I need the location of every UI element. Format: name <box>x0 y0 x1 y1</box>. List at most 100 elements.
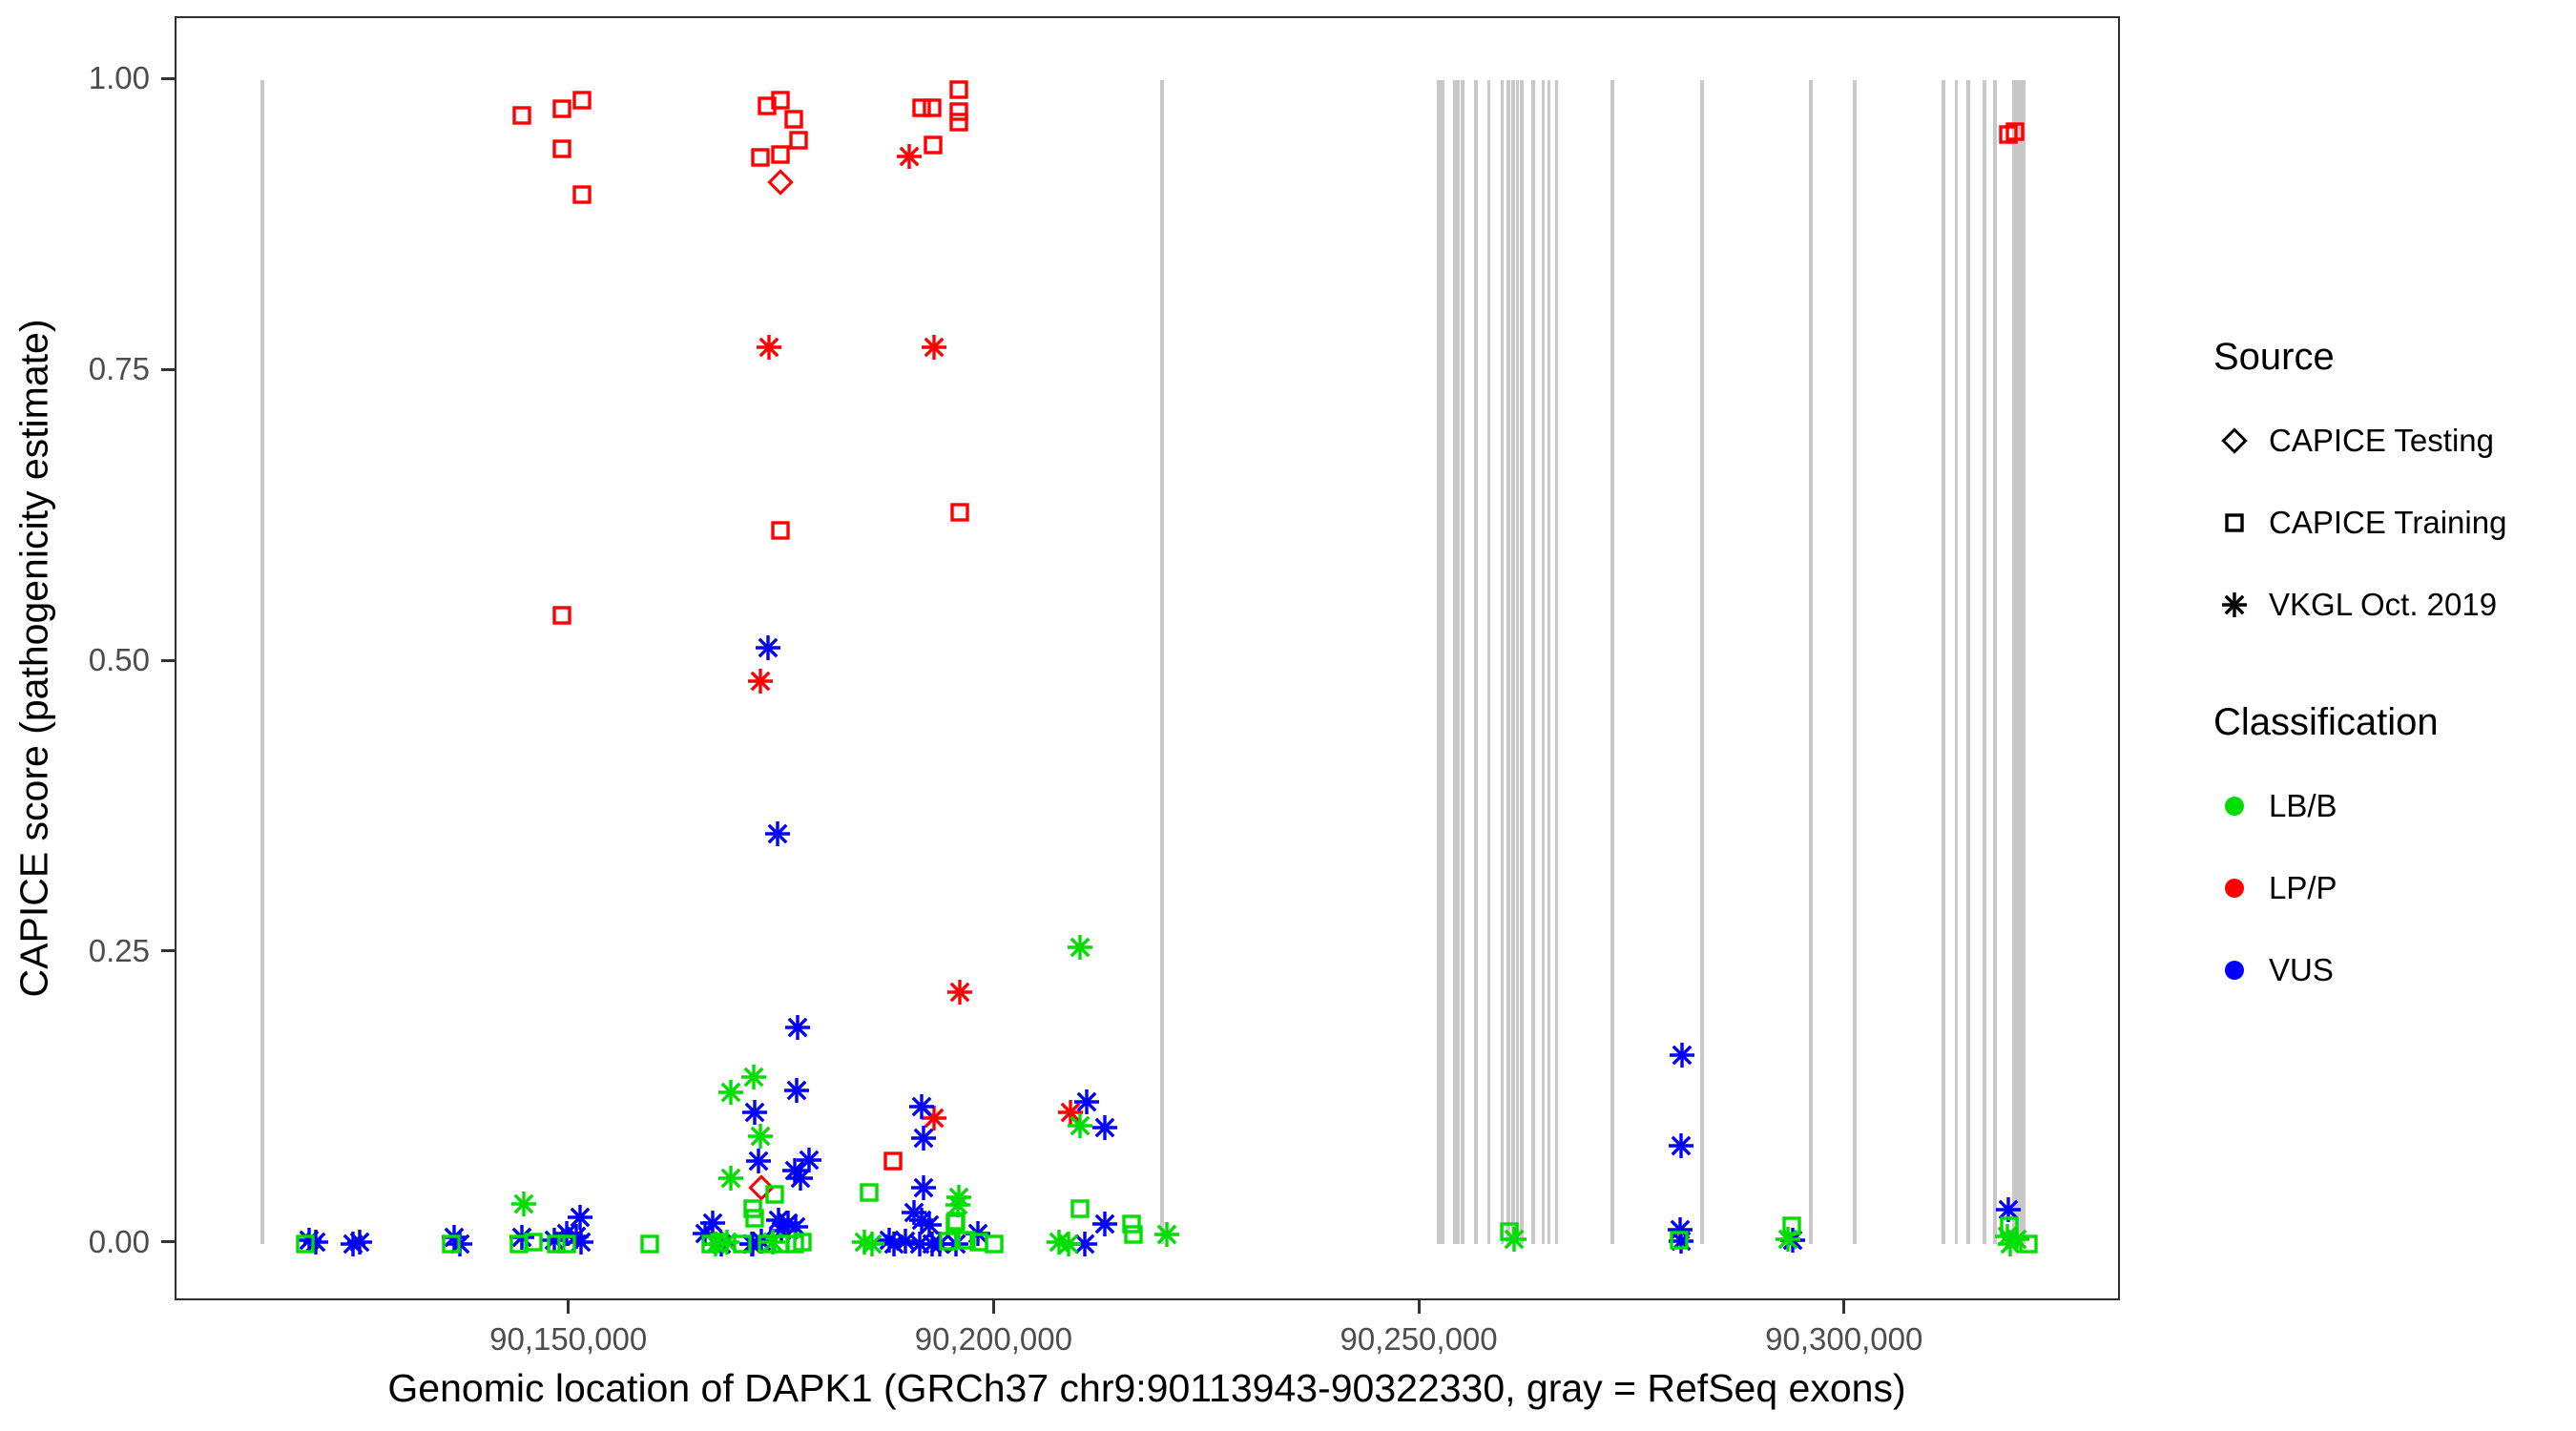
red-dot-icon <box>2213 869 2255 907</box>
data-point <box>748 668 774 694</box>
diamond-icon <box>2213 422 2255 460</box>
data-point <box>733 1234 752 1254</box>
data-point <box>541 1227 567 1253</box>
data-point <box>748 1124 774 1150</box>
x-tick-mark <box>1417 1300 1421 1314</box>
data-point <box>718 1080 744 1106</box>
classification-legend-title: Classification <box>2213 701 2439 743</box>
y-tick-label: 0.00 <box>88 1223 150 1259</box>
data-point <box>1154 1221 1180 1247</box>
data-point <box>1782 1216 1801 1235</box>
data-point <box>860 1231 885 1256</box>
data-point <box>1057 1099 1083 1125</box>
legend-item-label: CAPICE Testing <box>2269 423 2494 458</box>
exon-line <box>1511 80 1515 1244</box>
data-point <box>985 1234 1005 1254</box>
data-point <box>901 1199 926 1225</box>
data-point <box>768 1218 794 1244</box>
y-tick-mark <box>161 76 175 80</box>
legend-item-vus: VUS <box>2213 951 2334 989</box>
data-point <box>703 1231 729 1256</box>
data-point <box>709 1233 729 1253</box>
data-point <box>741 1065 767 1090</box>
data-point <box>968 1233 988 1253</box>
data-point <box>910 1125 936 1151</box>
data-point <box>509 1234 529 1254</box>
exon-line <box>1160 80 1165 1244</box>
data-point <box>572 91 592 110</box>
data-point <box>757 96 777 115</box>
y-tick-label: 0.75 <box>88 351 150 387</box>
exon-line <box>1966 80 1970 1244</box>
data-point <box>950 503 969 522</box>
exon-line <box>1992 80 1997 1244</box>
data-point <box>1070 1199 1090 1218</box>
legend-item-label: CAPICE Training <box>2269 505 2507 540</box>
exon-line <box>260 80 265 1244</box>
data-point <box>745 1209 764 1228</box>
data-point <box>765 821 791 847</box>
data-point <box>1071 1231 1097 1256</box>
data-point <box>927 1231 953 1256</box>
data-point <box>771 145 790 165</box>
exon-line <box>1554 80 1559 1244</box>
x-axis-title: Genomic location of DAPK1 (GRCh37 chr9:9… <box>387 1366 1906 1410</box>
data-point <box>924 135 944 155</box>
exon-line <box>1954 80 1959 1244</box>
data-point <box>946 1184 972 1210</box>
data-point <box>766 1208 792 1234</box>
data-point <box>910 1175 936 1201</box>
exon-line <box>1474 80 1478 1244</box>
y-tick-label: 0.25 <box>88 932 150 968</box>
x-tick-label: 90,200,000 <box>914 1321 1072 1357</box>
data-point <box>745 1149 771 1173</box>
exon-line <box>1983 80 1986 1244</box>
data-point <box>568 1204 593 1230</box>
data-point <box>784 109 803 129</box>
data-point <box>447 1231 472 1256</box>
data-point <box>949 113 968 133</box>
data-point <box>1122 1214 1141 1234</box>
x-tick-label: 90,300,000 <box>1765 1321 1923 1357</box>
data-point <box>552 606 571 625</box>
data-point <box>442 1234 461 1254</box>
data-point <box>303 1230 329 1255</box>
data-point <box>552 99 571 118</box>
data-point <box>552 139 571 159</box>
data-point <box>699 1210 725 1235</box>
legend-item-capice-training: CAPICE Training <box>2213 504 2506 542</box>
exon-line <box>1456 80 1461 1244</box>
data-point <box>1124 1225 1143 1244</box>
legend-item-label: LB/B <box>2269 788 2337 823</box>
data-point <box>852 1230 878 1255</box>
exon-line <box>1530 80 1535 1244</box>
y-tick-label: 1.00 <box>88 60 150 96</box>
data-point <box>749 1229 775 1255</box>
data-point <box>946 1212 966 1232</box>
data-point <box>1092 1114 1118 1140</box>
data-point <box>907 1231 933 1256</box>
exon-line <box>1809 80 1814 1244</box>
square-icon <box>2213 504 2255 542</box>
data-point <box>1056 1231 1082 1256</box>
legend-item-capice-testing: CAPICE Testing <box>2213 422 2494 460</box>
data-point <box>882 1231 907 1256</box>
y-tick-mark <box>161 367 175 371</box>
data-point <box>876 1227 902 1253</box>
data-point <box>945 1192 971 1218</box>
x-tick-mark <box>991 1300 995 1314</box>
data-point <box>742 1099 768 1125</box>
data-point <box>945 1213 965 1233</box>
data-point <box>693 1220 718 1246</box>
y-axis-title: CAPICE score (pathogenicity estimate) <box>11 319 56 998</box>
x-tick-label: 90,250,000 <box>1340 1321 1498 1357</box>
exon-line <box>1460 80 1465 1244</box>
data-point <box>771 91 790 110</box>
data-point <box>572 185 592 204</box>
data-point <box>346 1230 372 1255</box>
data-point <box>1047 1230 1072 1255</box>
data-point <box>767 168 794 196</box>
data-point <box>546 1234 566 1254</box>
data-point <box>944 1231 969 1256</box>
data-point <box>709 1231 735 1256</box>
